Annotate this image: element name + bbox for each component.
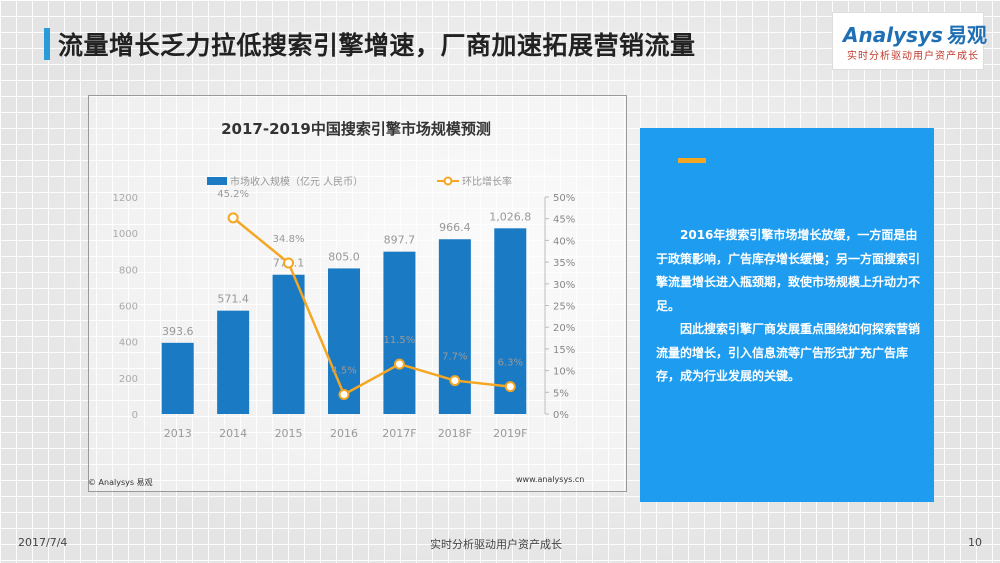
bar (272, 274, 305, 414)
y-right-tick-label: 5% (553, 388, 569, 399)
growth-rate-label: 4.5% (331, 365, 356, 376)
growth-rate-line (232, 216, 511, 397)
bar-value-label: 571.4 (217, 293, 249, 306)
info-paragraph-2: 因此搜索引擎厂商发展重点围绕如何探索营销流量的增长，引入信息流等广告形式扩充广告… (656, 322, 921, 383)
bar-value-label: 966.4 (439, 221, 471, 234)
logo-wordmark: Analysys 易观 (843, 19, 987, 48)
footer-slogan: 实时分析驱动用户资产成长 (430, 538, 562, 551)
legend-line-label: 环比增长率 (462, 175, 512, 188)
bar (383, 251, 416, 414)
y-right-tick-label: 0% (553, 410, 569, 421)
x-tick-label: 2017F (382, 427, 416, 440)
bar (217, 310, 250, 414)
growth-rate-point (393, 358, 405, 370)
legend-bar-label: 市场收入规模（亿元 人民币） (230, 175, 363, 188)
info-text: 2016年搜索引擎市场增长放缓，一方面是由于政策影响，广告库存增长缓慢；另一方面… (656, 224, 922, 389)
footer-date: 2017/7/4 (18, 536, 68, 549)
growth-rate-point (449, 375, 461, 387)
y-left-tick-label: 0 (132, 410, 138, 421)
y-right-tick-label: 30% (553, 280, 575, 291)
x-tick-label: 2016 (330, 427, 358, 440)
growth-rate-label: 6.3% (498, 358, 523, 369)
legend-line-marker (443, 176, 453, 186)
growth-rate-point (338, 388, 350, 400)
growth-rate-label: 11.5% (384, 335, 416, 346)
y-right-tick-label: 10% (553, 367, 575, 378)
title-accent-bar (44, 28, 50, 60)
y-left-tick-label: 600 (119, 302, 138, 313)
y-right-tick-label: 20% (553, 323, 575, 334)
chart-title: 2017-2019中国搜索引擎市场规模预测 (221, 120, 491, 138)
growth-rate-label: 7.7% (442, 352, 467, 363)
y-right-tick-label: 15% (553, 345, 575, 356)
y-left-tick-label: 1000 (113, 229, 138, 240)
x-tick-label: 2018F (438, 427, 472, 440)
growth-rate-point (227, 212, 239, 224)
bar (438, 239, 471, 414)
logo-initial: A (843, 23, 859, 47)
bar-value-label: 805.0 (328, 250, 360, 263)
logo-brand-cn: 易观 (946, 23, 987, 47)
x-tick-label: 2015 (275, 427, 303, 440)
chart-website: www.analysys.cn (516, 475, 585, 484)
y-left-tick-label: 1200 (113, 193, 138, 204)
growth-rate-label: 34.8% (273, 234, 305, 245)
logo-brand: nalysys (858, 23, 943, 47)
growth-rate-label: 45.2% (217, 189, 249, 200)
y-left-tick-label: 200 (119, 374, 138, 385)
chart-copyright: © Analysys 易观 (88, 478, 153, 487)
y-right-tick-label: 25% (553, 302, 575, 313)
y-right-tick-label: 45% (553, 215, 575, 226)
info-paragraph-1: 2016年搜索引擎市场增长放缓，一方面是由于政策影响，广告库存增长缓慢；另一方面… (656, 228, 921, 313)
y-right-tick-label: 40% (553, 236, 575, 247)
y-left-tick-label: 800 (119, 265, 138, 276)
bar (161, 342, 194, 414)
x-tick-label: 2019F (493, 427, 527, 440)
y-right-tick-label: 35% (553, 258, 575, 269)
growth-rate-point (504, 381, 516, 393)
info-accent-bar (678, 158, 706, 163)
logo-tagline: 实时分析驱动用户资产成长 (847, 51, 979, 62)
bar-value-label: 897.7 (384, 234, 416, 247)
info-panel: 2016年搜索引擎市场增长放缓，一方面是由于政策影响，广告库存增长缓慢；另一方面… (640, 128, 934, 502)
x-tick-label: 2013 (164, 427, 192, 440)
page-number: 10 (968, 536, 982, 549)
legend-bar-swatch (207, 177, 227, 185)
y-left-tick-label: 400 (119, 338, 138, 349)
y-right-tick-label: 50% (553, 193, 575, 204)
analysys-logo: Analysys 易观 实时分析驱动用户资产成长 (832, 12, 987, 70)
x-tick-label: 2014 (219, 427, 247, 440)
bar-value-label: 1,026.8 (489, 210, 531, 223)
page-title: 流量增长乏力拉低搜索引擎增速，厂商加速拓展营销流量 (58, 31, 696, 60)
bar-value-label: 393.6 (162, 325, 194, 338)
growth-rate-point (283, 257, 295, 269)
